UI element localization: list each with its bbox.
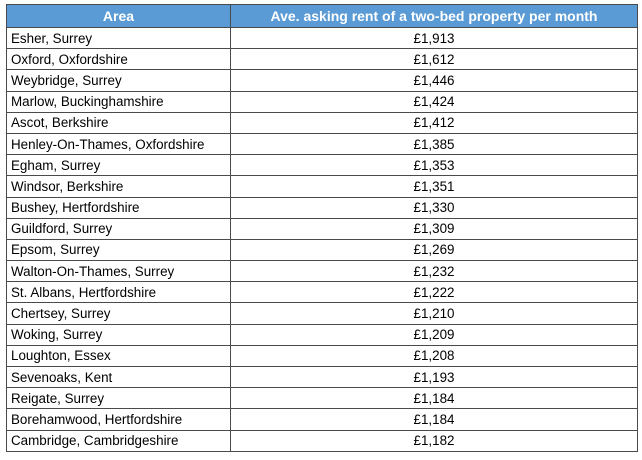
table-row: St. Albans, Hertfordshire £1,222 [6, 281, 638, 304]
rent-cell: £1,612 [230, 48, 638, 71]
table-row: Epsom, Surrey £1,269 [6, 238, 638, 262]
table-row: Sevenoaks, Kent £1,193 [6, 365, 638, 389]
area-cell: Woking, Surrey [6, 323, 231, 346]
rent-cell: £1,184 [230, 387, 638, 410]
area-cell: Marlow, Buckinghamshire [6, 90, 231, 113]
rent-cell: £1,210 [230, 302, 638, 325]
rent-cell: £1,353 [230, 154, 638, 177]
table-row: Bushey, Hertfordshire £1,330 [6, 196, 638, 219]
rent-cell: £1,424 [230, 90, 638, 113]
rent-cell: £1,330 [230, 196, 638, 219]
rent-cell: £1,351 [230, 175, 638, 198]
table-row: Cambridge, Cambridgeshire £1,182 [6, 429, 638, 452]
header-area: Area [6, 4, 231, 28]
area-cell: Walton-On-Thames, Surrey [6, 260, 231, 283]
area-cell: Cambridge, Cambridgeshire [6, 429, 231, 452]
rent-cell: £1,446 [230, 69, 638, 92]
table-row: Marlow, Buckinghamshire £1,424 [6, 90, 638, 113]
table-row: Ascot, Berkshire £1,412 [6, 111, 638, 134]
rent-cell: £1,193 [230, 365, 638, 389]
area-cell: Bushey, Hertfordshire [6, 196, 231, 219]
rent-cell: £1,222 [230, 281, 638, 304]
table-row: Reigate, Surrey £1,184 [6, 387, 638, 410]
table-body: Esher, Surrey £1,913 Oxford, Oxfordshire £… [6, 26, 638, 452]
header-rent: Ave. asking rent of a two-bed property p… [230, 4, 638, 28]
table-row: Woking, Surrey £1,209 [6, 323, 638, 346]
table-row: Esher, Surrey £1,913 [6, 26, 638, 50]
table-row: Oxford, Oxfordshire £1,612 [6, 48, 638, 71]
rent-cell: £1,385 [230, 132, 638, 156]
area-cell: Epsom, Surrey [6, 238, 231, 262]
table-row: Walton-On-Thames, Surrey £1,232 [6, 260, 638, 283]
table-row: Henley-On-Thames, Oxfordshire £1,385 [6, 132, 638, 156]
area-cell: St. Albans, Hertfordshire [6, 281, 231, 304]
area-cell: Henley-On-Thames, Oxfordshire [6, 132, 231, 156]
table-row: Egham, Surrey £1,353 [6, 154, 638, 177]
rent-cell: £1,269 [230, 238, 638, 262]
rent-cell: £1,182 [230, 429, 638, 452]
header-row: Area Ave. asking rent of a two-bed prope… [6, 4, 638, 28]
area-cell: Weybridge, Surrey [6, 69, 231, 92]
area-cell: Esher, Surrey [6, 26, 231, 50]
area-cell: Reigate, Surrey [6, 387, 231, 410]
rent-cell: £1,412 [230, 111, 638, 134]
area-cell: Sevenoaks, Kent [6, 365, 231, 389]
table-row: Weybridge, Surrey £1,446 [6, 69, 638, 92]
table-row: Windsor, Berkshire £1,351 [6, 175, 638, 198]
area-cell: Loughton, Essex [6, 344, 231, 368]
area-cell: Chertsey, Surrey [6, 302, 231, 325]
table-row: Chertsey, Surrey £1,210 [6, 302, 638, 325]
area-cell: Egham, Surrey [6, 154, 231, 177]
table-row: Borehamwood, Hertfordshire £1,184 [6, 408, 638, 431]
rent-cell: £1,208 [230, 344, 638, 368]
area-cell: Oxford, Oxfordshire [6, 48, 231, 71]
rent-cell: £1,184 [230, 408, 638, 431]
rent-cell: £1,232 [230, 260, 638, 283]
rent-table: Area Ave. asking rent of a two-bed prope… [6, 4, 638, 452]
table-row: Loughton, Essex £1,208 [6, 344, 638, 368]
area-cell: Ascot, Berkshire [6, 111, 231, 134]
area-cell: Borehamwood, Hertfordshire [6, 408, 231, 431]
rent-table-container: Area Ave. asking rent of a two-bed prope… [6, 4, 638, 452]
rent-cell: £1,913 [230, 26, 638, 50]
area-cell: Guildford, Surrey [6, 217, 231, 240]
rent-cell: £1,209 [230, 323, 638, 346]
rent-cell: £1,309 [230, 217, 638, 240]
area-cell: Windsor, Berkshire [6, 175, 231, 198]
table-row: Guildford, Surrey £1,309 [6, 217, 638, 240]
